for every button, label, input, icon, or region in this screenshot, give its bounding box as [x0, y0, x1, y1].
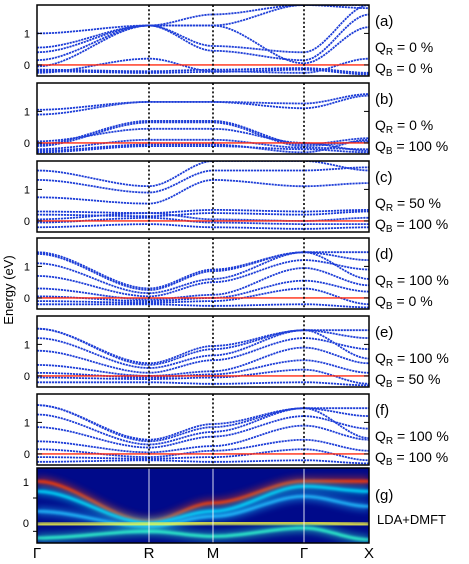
qr-fraction-label: QR = 50 % — [375, 195, 441, 214]
band-line — [37, 368, 369, 385]
band-panels: 0 1 (a) QR = 0 % QB = 0 % 0 1 (b) QR = 0 % QB = 1… — [24, 4, 449, 468]
band-line — [37, 13, 369, 62]
band-line — [37, 5, 369, 54]
band-line — [37, 145, 369, 154]
heatmap-y-tick-1: 1 — [23, 477, 29, 489]
band-line — [37, 161, 369, 188]
band-panel-e: 0 1 (e) QR = 100 % QB = 50 % — [24, 315, 449, 390]
y-tick-label: 1 — [24, 261, 30, 273]
band-panel-f: 0 1 (f) QR = 100 % QB = 100 % — [24, 393, 449, 468]
dmft-spectral-panel — [36, 467, 370, 544]
panel-frame — [36, 82, 370, 155]
band-line — [37, 337, 369, 374]
band-panel-c: 0 1 (c) QR = 50 % QB = 100 % — [24, 160, 448, 235]
band-line — [37, 303, 369, 309]
qr-fraction-label: QR = 100 % — [375, 350, 449, 369]
qr-fraction-label: QR = 0 % — [375, 39, 433, 58]
band-line — [37, 138, 369, 154]
panel-frame — [36, 4, 370, 77]
qr-fraction-label: QR = 0 % — [375, 117, 433, 136]
band-line — [37, 267, 369, 301]
heatmap-frame — [36, 467, 370, 544]
y-tick-label: 1 — [24, 28, 30, 40]
qb-fraction-label: QB = 50 % — [375, 371, 440, 390]
panel-tag: (b) — [375, 91, 393, 108]
band-line — [37, 5, 369, 68]
band-line — [37, 209, 369, 215]
band-line — [37, 259, 369, 298]
band-line — [37, 212, 369, 222]
panel-tag-g: (g) — [375, 487, 393, 504]
band-line — [37, 24, 369, 65]
band-line — [37, 279, 369, 302]
x-tick-labels: Γ R M Γ X — [33, 545, 374, 562]
band-line — [37, 381, 369, 387]
band-panel-a: 0 1 (a) QR = 0 % QB = 0 % — [24, 4, 433, 79]
band-line — [37, 216, 369, 225]
band-line — [37, 120, 369, 146]
band-line — [37, 404, 369, 441]
band-line — [37, 127, 369, 152]
band-line — [37, 94, 369, 116]
qb-fraction-label: QB = 0 % — [375, 60, 433, 79]
band-line — [37, 251, 369, 292]
qb-fraction-label: QB = 100 % — [375, 216, 448, 235]
band-panel-b: 0 1 (b) QR = 0 % QB = 100 % — [24, 82, 448, 157]
band-line — [37, 178, 369, 205]
band-line — [37, 57, 369, 74]
x-tick-gamma-1: Γ — [33, 545, 41, 562]
panel-tag: (d) — [375, 246, 393, 263]
band-line — [37, 166, 369, 194]
heatmap-method-label: LDA+DMFT — [377, 512, 446, 527]
panel-tag: (f) — [375, 402, 389, 419]
y-tick-label: 1 — [24, 106, 30, 118]
y-tick-label: 0 — [24, 449, 30, 461]
band-line — [37, 346, 369, 377]
panel-frame — [36, 160, 370, 233]
band-line — [37, 327, 369, 366]
band-panel-d: 0 1 (d) QR = 100 % QB = 0 % — [24, 237, 449, 312]
y-tick-label: 0 — [24, 60, 30, 72]
y-tick-label: 1 — [24, 339, 30, 351]
heatmap-y-ticks: 1 0 — [23, 477, 29, 530]
x-tick-m: M — [207, 545, 220, 562]
y-tick-label: 1 — [24, 184, 30, 196]
qr-fraction-label: QR = 100 % — [375, 272, 449, 291]
panel-frame — [36, 237, 370, 310]
band-line — [37, 415, 369, 449]
y-tick-label: 1 — [24, 417, 30, 429]
y-tick-label: 0 — [24, 216, 30, 228]
qb-fraction-label: QB = 100 % — [375, 449, 448, 468]
band-line — [37, 404, 369, 443]
qr-fraction-label: QR = 100 % — [375, 428, 449, 447]
band-line — [37, 223, 369, 230]
x-tick-gamma-2: Γ — [300, 545, 308, 562]
heatmap-y-tick-0: 0 — [23, 518, 29, 530]
qb-fraction-label: QB = 0 % — [375, 293, 433, 312]
panel-tag: (e) — [375, 324, 393, 341]
band-line — [37, 327, 369, 365]
band-line — [37, 424, 369, 454]
panel-frame — [36, 393, 370, 466]
band-line — [37, 459, 369, 465]
y-tick-label: 0 — [24, 138, 30, 150]
y-tick-label: 0 — [24, 293, 30, 305]
y-axis-label: Energy (eV) — [1, 255, 16, 324]
panel-frame — [36, 315, 370, 388]
band-line — [37, 287, 369, 306]
band-line — [37, 251, 369, 295]
panel-tag: (a) — [375, 13, 393, 30]
band-line — [37, 407, 369, 446]
y-tick-label: 0 — [24, 371, 30, 383]
qb-fraction-label: QB = 100 % — [375, 138, 448, 157]
band-line — [37, 93, 369, 111]
x-tick-x: X — [364, 545, 374, 562]
band-line — [37, 5, 369, 35]
panel-tag: (c) — [375, 169, 393, 186]
band-line — [37, 251, 369, 290]
x-tick-r: R — [144, 545, 155, 562]
